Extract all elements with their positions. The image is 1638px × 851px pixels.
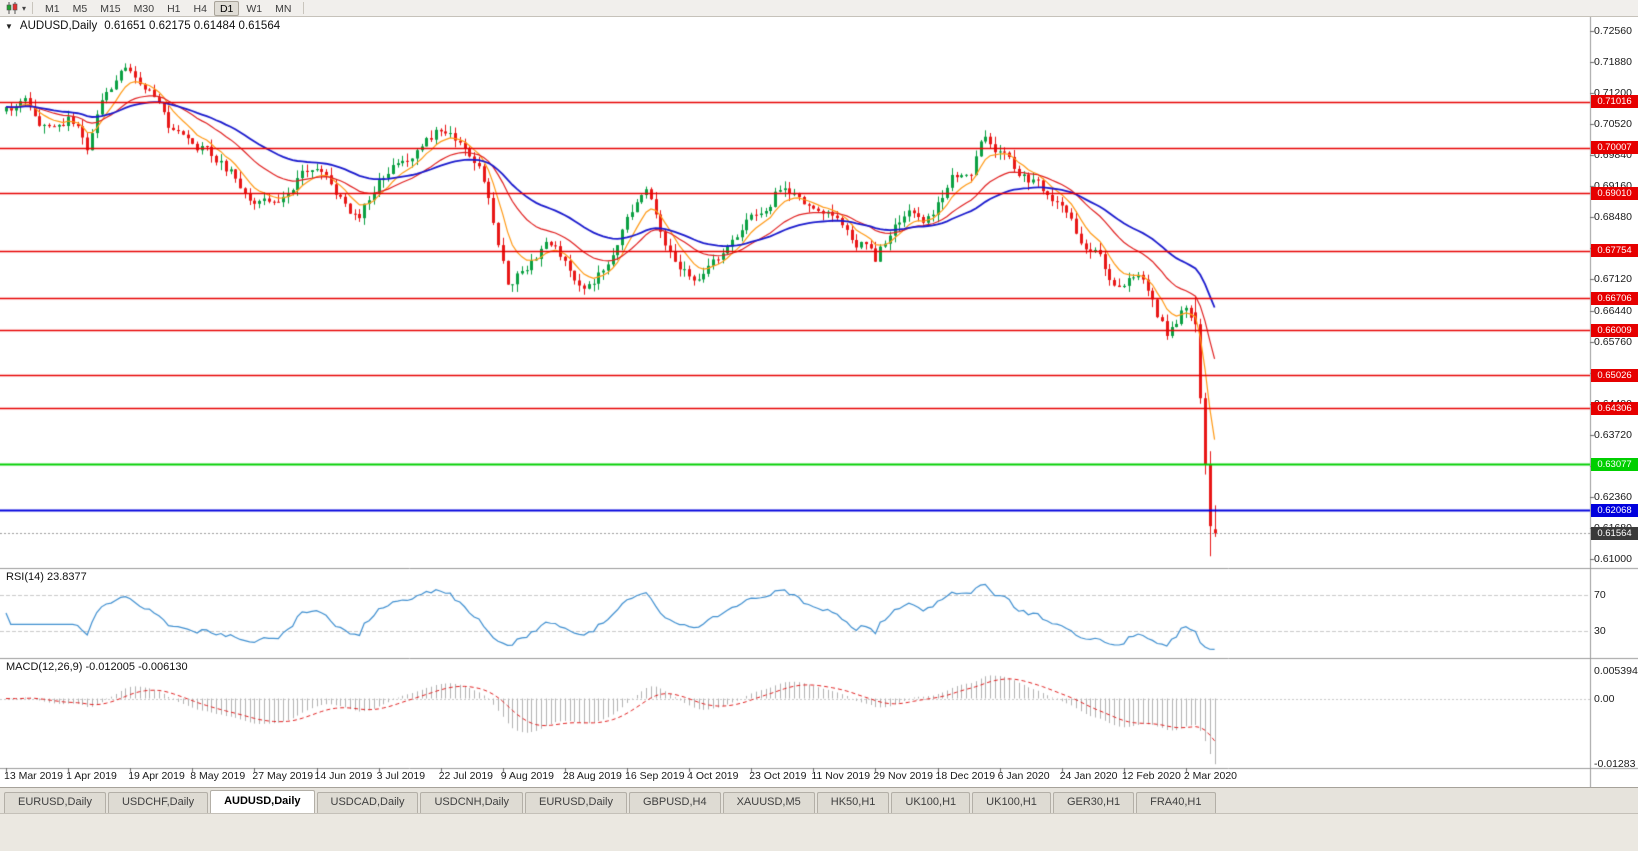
price-line-badge: 0.67754 (1591, 244, 1638, 258)
chart-title: ▼ AUDUSD,Daily 0.61651 0.62175 0.61484 0… (5, 20, 280, 32)
chart-tabbar: EURUSD,Daily USDCHF,Daily AUDUSD,Daily USDC… (0, 787, 1638, 813)
date-axis-label: 22 Jul 2019 (438, 770, 493, 782)
chart-region: ▼ AUDUSD,Daily 0.61651 0.62175 0.61484 0… (0, 17, 1638, 787)
price-line-badge: 0.66706 (1591, 291, 1638, 305)
price-axis-label: 0.65760 (1594, 335, 1632, 348)
price-line-badge: 0.65026 (1591, 368, 1638, 382)
date-axis-label: 14 Jun 2019 (314, 770, 373, 782)
date-axis-label: 3 Jul 2019 (376, 770, 426, 782)
chart-tab-fra40-h1[interactable]: FRA40,H1 (1136, 792, 1216, 813)
chart-tab-gbpusd-h4[interactable]: GBPUSD,H4 (629, 792, 721, 813)
date-axis-label: 6 Jan 2020 (997, 770, 1050, 782)
chart-tab-usdchf-daily[interactable]: USDCHF,Daily (107, 792, 209, 813)
chart-tab-xauusd-m5[interactable]: XAUUSD,M5 (722, 792, 815, 813)
last-price-badge: 0.61564 (1591, 526, 1638, 540)
date-axis-label: 29 Nov 2019 (873, 770, 933, 782)
chart-tab-hk50-h1[interactable]: HK50,H1 (816, 792, 890, 813)
date-axis-label: 16 Sep 2019 (625, 770, 685, 782)
date-axis-label: 27 May 2019 (252, 770, 314, 782)
price-axis-label: 0.62360 (1594, 490, 1632, 503)
price-line-badge: 0.70007 (1591, 141, 1638, 155)
price-line-badge: 0.66009 (1591, 323, 1638, 337)
date-axis-label: 4 Oct 2019 (687, 770, 739, 782)
chart-tab-eurusd-daily[interactable]: EURUSD,Daily (525, 792, 627, 813)
macd-axis-label: 0.00 (1594, 692, 1615, 705)
timeframe-button-h1[interactable]: H1 (167, 2, 181, 15)
date-axis-label: 11 Nov 2019 (811, 770, 871, 782)
date-axis-label: 23 Oct 2019 (749, 770, 807, 782)
timeframe-button-mn[interactable]: MN (275, 2, 292, 15)
price-line-badge: 0.62068 (1591, 503, 1638, 517)
macd-axis-label: 0.005394 (1594, 665, 1638, 677)
price-line-badge: 0.64306 (1591, 401, 1638, 415)
date-axis-label: 18 Dec 2019 (935, 770, 996, 782)
date-axis-label: 8 May 2019 (190, 770, 246, 782)
chart-tab-usdcad-daily[interactable]: USDCAD,Daily (316, 792, 419, 813)
price-axis-label: 0.68480 (1594, 211, 1632, 224)
rsi-indicator-label: RSI(14) 23.8377 (6, 571, 87, 583)
price-axis-label: 0.61000 (1594, 553, 1632, 566)
chart-tab-uk100-h1[interactable]: UK100,H1 (891, 792, 971, 813)
price-axis-label: 0.72560 (1594, 25, 1632, 38)
timeframe-button-h4[interactable]: H4 (193, 2, 207, 15)
chart-tab-usdcnh-daily[interactable]: USDCNH,Daily (420, 792, 524, 813)
toolbar-separator-2 (303, 2, 305, 14)
price-line-badge: 0.63077 (1591, 457, 1638, 471)
chart-symbol-period: AUDUSD,Daily (19, 20, 98, 32)
date-axis-label: 13 Mar 2019 (4, 770, 63, 782)
timeframe-button-m15[interactable]: M15 (100, 2, 121, 15)
chart-canvas[interactable] (0, 17, 1638, 787)
timeframe-button-d1[interactable]: D1 (213, 0, 240, 16)
price-axis-label: 0.63720 (1594, 428, 1632, 441)
price-axis-label: 0.67120 (1594, 273, 1632, 286)
top-toolbar: ▾ M1 M5 M15 M30 H1 H4 D1 W1 MN (0, 0, 1638, 17)
price-line-badge: 0.69010 (1591, 186, 1638, 200)
caret-down-icon[interactable]: ▾ (22, 3, 27, 13)
date-axis-label: 12 Feb 2020 (1121, 770, 1181, 782)
chart-tab-uk100-h1[interactable]: UK100,H1 (972, 792, 1051, 813)
timeframe-button-m30[interactable]: M30 (133, 2, 155, 15)
macd-indicator-label: MACD(12,26,9) -0.012005 -0.006130 (6, 661, 188, 673)
candlestick-chart-icon[interactable] (4, 2, 20, 15)
timeframe-button-m5[interactable]: M5 (72, 2, 88, 15)
date-axis-label: 2 Mar 2020 (1183, 770, 1238, 782)
chart-tab-eurusd-daily[interactable]: EURUSD,Daily (4, 792, 106, 813)
price-axis-label: 0.66440 (1594, 304, 1632, 317)
rsi-level-label: 30 (1594, 624, 1606, 637)
price-axis-label: 0.70520 (1594, 118, 1632, 131)
date-axis-label: 9 Aug 2019 (500, 770, 554, 782)
chart-ohlc-values: 0.61651 0.62175 0.61484 0.61564 (104, 20, 281, 32)
timeframe-group: M1 M5 M15 M30 H1 H4 D1 W1 MN (39, 0, 297, 16)
timeframe-button-w1[interactable]: W1 (246, 2, 263, 15)
timeframe-button-m1[interactable]: M1 (45, 2, 60, 15)
price-line-badge: 0.71016 (1591, 95, 1638, 109)
price-axis-label: 0.71880 (1594, 56, 1632, 69)
status-strip (0, 813, 1638, 851)
date-axis-label: 1 Apr 2019 (66, 770, 117, 782)
date-axis-label: 28 Aug 2019 (562, 770, 622, 782)
date-axis-label: 24 Jan 2020 (1059, 770, 1118, 782)
toolbar-separator (32, 2, 34, 14)
macd-axis-label: -0.01283 (1594, 758, 1636, 770)
date-axis-label: 19 Apr 2019 (128, 770, 185, 782)
chart-collapse-icon[interactable]: ▼ (5, 21, 13, 31)
chart-tab-ger30-h1[interactable]: GER30,H1 (1052, 792, 1135, 813)
rsi-level-label: 70 (1594, 589, 1606, 602)
chart-tab-audusd-daily[interactable]: AUDUSD,Daily (210, 790, 315, 813)
